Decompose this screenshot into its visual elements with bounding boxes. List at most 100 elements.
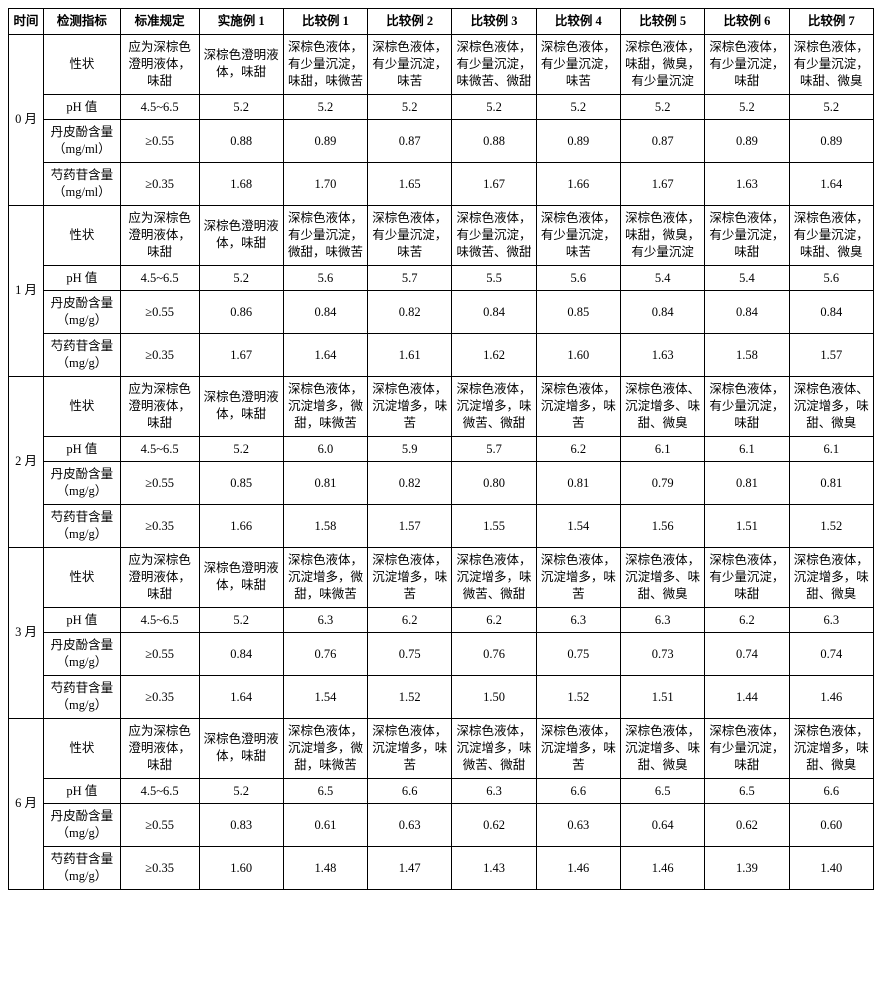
value-cell: 深棕色澄明液体，味甜 [199, 547, 283, 607]
value-cell: 6.2 [452, 607, 536, 633]
indicator-name: 芍药苷含量（mg/g） [44, 847, 121, 890]
value-cell: 0.81 [283, 462, 367, 505]
standard-spec: 4.5~6.5 [120, 265, 199, 291]
indicator-name: pH 值 [44, 265, 121, 291]
value-cell: 5.6 [789, 265, 873, 291]
value-cell: 6.3 [620, 607, 704, 633]
value-cell: 0.64 [620, 804, 704, 847]
value-cell: 深棕色液体，有少量沉淀，味苦 [368, 34, 452, 94]
value-cell: 1.67 [452, 163, 536, 206]
value-cell: 6.5 [283, 778, 367, 804]
value-cell: 1.55 [452, 505, 536, 548]
value-cell: 1.48 [283, 847, 367, 890]
value-cell: 1.54 [536, 505, 620, 548]
table-row: 丹皮酚含量（mg/ml）≥0.550.880.890.870.880.890.8… [9, 120, 874, 163]
value-cell: 1.67 [199, 334, 283, 377]
value-cell: 深棕色澄明液体，味甜 [199, 376, 283, 436]
value-cell: 0.62 [705, 804, 789, 847]
value-cell: 深棕色液体，沉淀增多，味甜、微臭 [789, 718, 873, 778]
table-row: 2 月性状应为深棕色澄明液体，味甜深棕色澄明液体，味甜深棕色液体，沉淀增多，微甜… [9, 376, 874, 436]
value-cell: 6.6 [368, 778, 452, 804]
value-cell: 6.1 [705, 436, 789, 462]
value-cell: 5.2 [620, 94, 704, 120]
value-cell: 1.64 [283, 334, 367, 377]
col-header-2: 标准规定 [120, 9, 199, 35]
indicator-name: pH 值 [44, 778, 121, 804]
value-cell: 1.58 [283, 505, 367, 548]
indicator-name: pH 值 [44, 94, 121, 120]
value-cell: 1.39 [705, 847, 789, 890]
col-header-7: 比较例 4 [536, 9, 620, 35]
standard-spec: 应为深棕色澄明液体，味甜 [120, 547, 199, 607]
value-cell: 深棕色液体，沉淀增多，味微苦、微甜 [452, 376, 536, 436]
table-row: 3 月性状应为深棕色澄明液体，味甜深棕色澄明液体，味甜深棕色液体，沉淀增多，微甜… [9, 547, 874, 607]
standard-spec: ≥0.55 [120, 633, 199, 676]
value-cell: 0.85 [536, 291, 620, 334]
value-cell: 深棕色液体，有少量沉淀，味苦 [536, 205, 620, 265]
indicator-name: 丹皮酚含量（mg/g） [44, 804, 121, 847]
indicator-name: 芍药苷含量（mg/g） [44, 676, 121, 719]
value-cell: 深棕色液体，味甜，微臭，有少量沉淀 [620, 34, 704, 94]
table-row: 芍药苷含量（mg/g）≥0.351.671.641.611.621.601.63… [9, 334, 874, 377]
value-cell: 深棕色液体，有少量沉淀，味甜，味微苦 [283, 34, 367, 94]
value-cell: 5.2 [705, 94, 789, 120]
value-cell: 5.4 [705, 265, 789, 291]
value-cell: 1.64 [789, 163, 873, 206]
value-cell: 深棕色液体，有少量沉淀，味甜 [705, 376, 789, 436]
table-row: 芍药苷含量（mg/ml）≥0.351.681.701.651.671.661.6… [9, 163, 874, 206]
value-cell: 5.2 [789, 94, 873, 120]
table-row: 丹皮酚含量（mg/g）≥0.550.840.760.750.760.750.73… [9, 633, 874, 676]
col-header-8: 比较例 5 [620, 9, 704, 35]
value-cell: 0.89 [536, 120, 620, 163]
standard-spec: 应为深棕色澄明液体，味甜 [120, 205, 199, 265]
indicator-name: 性状 [44, 718, 121, 778]
indicator-name: 芍药苷含量（mg/g） [44, 505, 121, 548]
value-cell: 5.6 [536, 265, 620, 291]
value-cell: 深棕色澄明液体，味甜 [199, 34, 283, 94]
standard-spec: ≥0.35 [120, 505, 199, 548]
value-cell: 1.64 [199, 676, 283, 719]
value-cell: 深棕色液体，沉淀增多，味甜、微臭 [789, 547, 873, 607]
value-cell: 1.57 [368, 505, 452, 548]
value-cell: 0.60 [789, 804, 873, 847]
value-cell: 深棕色液体，有少量沉淀，味微苦、微甜 [452, 34, 536, 94]
standard-spec: 4.5~6.5 [120, 778, 199, 804]
value-cell: 深棕色液体，有少量沉淀，味微苦、微甜 [452, 205, 536, 265]
value-cell: 0.76 [283, 633, 367, 676]
value-cell: 6.3 [452, 778, 536, 804]
standard-spec: ≥0.35 [120, 163, 199, 206]
value-cell: 深棕色液体，有少量沉淀，味甜 [705, 205, 789, 265]
value-cell: 1.66 [536, 163, 620, 206]
value-cell: 6.2 [705, 607, 789, 633]
value-cell: 深棕色液体，沉淀增多，味苦 [536, 547, 620, 607]
value-cell: 深棕色液体，有少量沉淀，微甜，味微苦 [283, 205, 367, 265]
value-cell: 6.3 [789, 607, 873, 633]
value-cell: 5.2 [199, 94, 283, 120]
value-cell: 0.85 [199, 462, 283, 505]
value-cell: 5.2 [452, 94, 536, 120]
value-cell: 1.60 [199, 847, 283, 890]
table-row: pH 值4.5~6.55.25.65.75.55.65.45.45.6 [9, 265, 874, 291]
standard-spec: 应为深棕色澄明液体，味甜 [120, 718, 199, 778]
value-cell: 6.3 [283, 607, 367, 633]
value-cell: 深棕色液体，有少量沉淀，味甜 [705, 547, 789, 607]
col-header-1: 检测指标 [44, 9, 121, 35]
value-cell: 深棕色液体、沉淀增多、味甜、微臭 [620, 376, 704, 436]
value-cell: 0.89 [283, 120, 367, 163]
value-cell: 5.2 [199, 265, 283, 291]
table-row: 丹皮酚含量（mg/g）≥0.550.850.810.820.800.810.79… [9, 462, 874, 505]
table-row: 丹皮酚含量（mg/g）≥0.550.860.840.820.840.850.84… [9, 291, 874, 334]
value-cell: 1.63 [705, 163, 789, 206]
value-cell: 深棕色液体，沉淀增多，微甜，味微苦 [283, 547, 367, 607]
value-cell: 0.80 [452, 462, 536, 505]
indicator-name: 芍药苷含量（mg/g） [44, 334, 121, 377]
value-cell: 深棕色澄明液体，味甜 [199, 205, 283, 265]
value-cell: 1.46 [620, 847, 704, 890]
value-cell: 0.81 [536, 462, 620, 505]
indicator-name: 丹皮酚含量（mg/g） [44, 462, 121, 505]
value-cell: 6.0 [283, 436, 367, 462]
value-cell: 1.67 [620, 163, 704, 206]
value-cell: 0.84 [283, 291, 367, 334]
value-cell: 深棕色液体、沉淀增多，味甜、微臭 [789, 376, 873, 436]
value-cell: 5.2 [536, 94, 620, 120]
